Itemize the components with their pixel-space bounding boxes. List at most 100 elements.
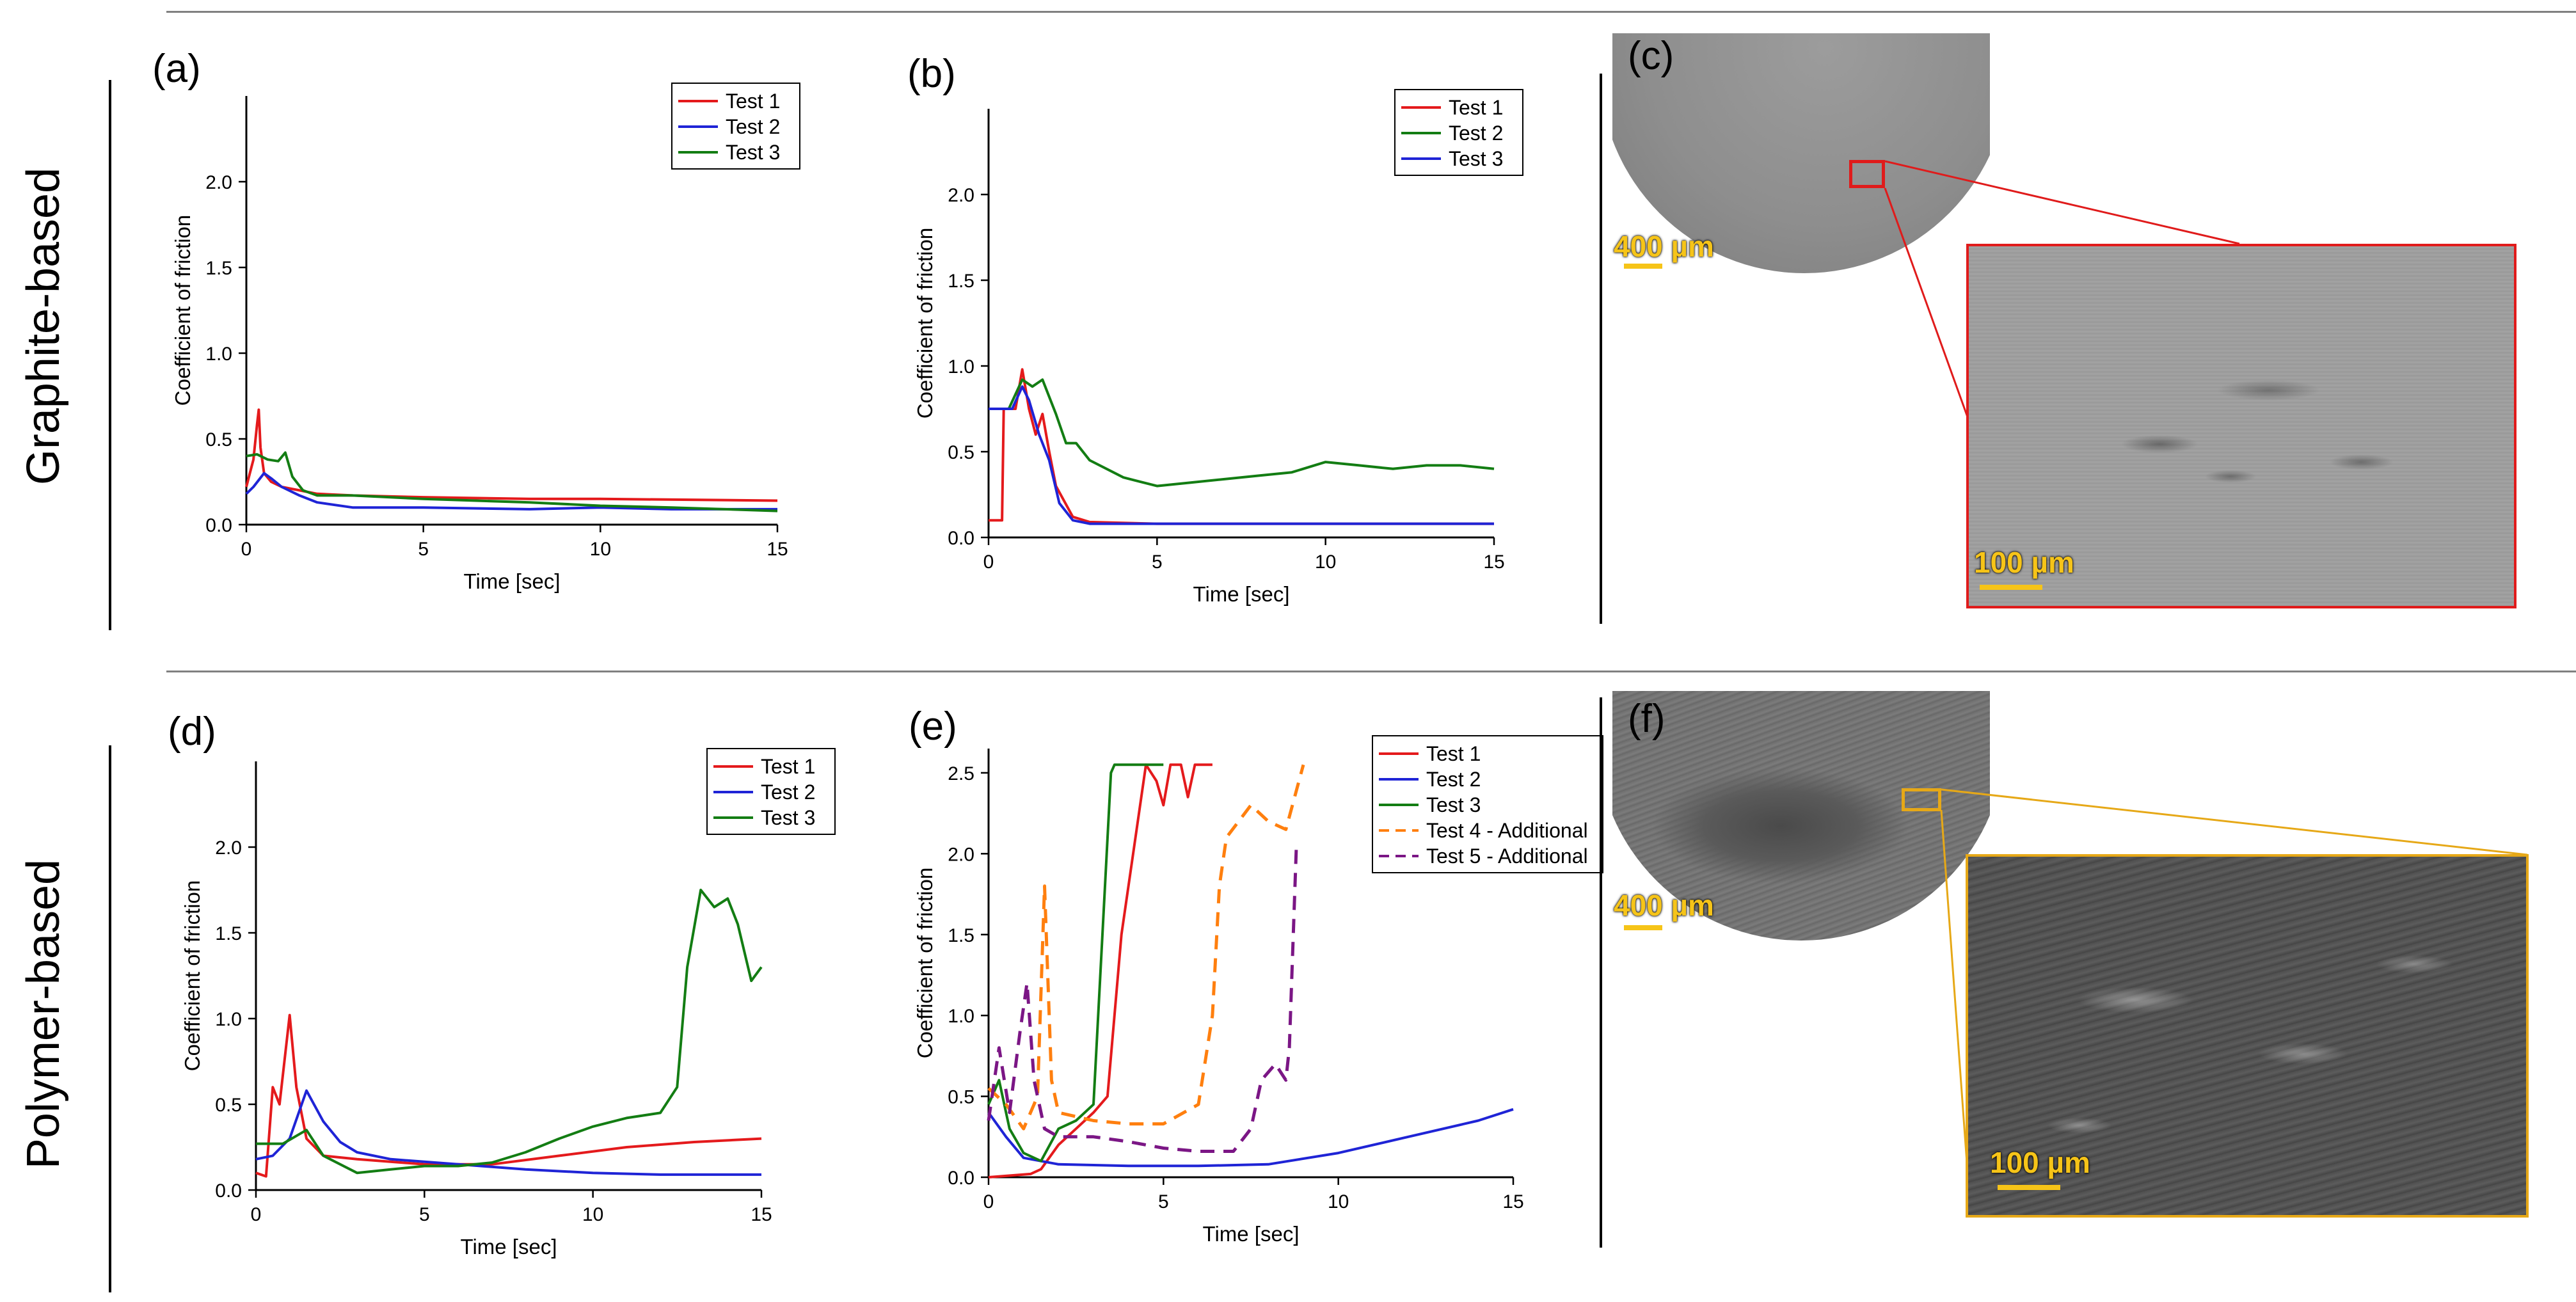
x-tick-label: 0 (251, 1204, 262, 1225)
scale-bar-overview-c (1624, 264, 1662, 269)
x-tick-label: 10 (582, 1204, 603, 1225)
panel-label-a: (a) (152, 47, 201, 91)
series-line-3 (987, 763, 1164, 1163)
chart-e: 0 5 10 15 0.0 0.5 1.0 1.5 2.0 2.5 Time [sec] Coeffi… (913, 735, 1603, 1246)
y-tick-label: 0.5 (215, 1095, 242, 1116)
y-tick-label: 1.0 (948, 356, 974, 377)
legend-label: Test 2 (1449, 122, 1503, 145)
y-tick-label: 1.0 (215, 1009, 242, 1030)
x-axis-label: Time [sec] (1203, 1222, 1300, 1246)
panel-label-d: (d) (168, 710, 216, 754)
scale-label-zoom-c: 100 µm (1974, 546, 2074, 579)
legend-label: Test 2 (761, 781, 815, 804)
legend-label: Test 4 - Additional (1426, 819, 1588, 842)
y-tick-label: 1.5 (215, 923, 242, 944)
x-axis-label: Time [sec] (464, 569, 561, 593)
x-tick-label: 15 (1483, 552, 1504, 573)
y-tick-label: 2.0 (948, 844, 974, 865)
scale-label-overview-c: 400 µm (1614, 230, 1714, 263)
x-tick-label: 0 (241, 539, 252, 560)
y-tick-label: 0.5 (948, 442, 974, 463)
series-line-3 (256, 889, 763, 1175)
series-line-3 (246, 451, 778, 512)
y-tick-label: 0.5 (205, 429, 232, 450)
row-bracket-graphite (109, 80, 111, 630)
series-line-5 (987, 845, 1298, 1153)
chart-a: 0 5 10 15 0.0 0.5 1.0 1.5 2.0 Time [sec] Coefficie… (171, 83, 800, 593)
series-line-1 (988, 763, 1212, 1179)
x-tick-label: 10 (1328, 1191, 1349, 1212)
series-line-3 (989, 385, 1494, 525)
y-axis-label: Coefficient of friction (913, 868, 937, 1058)
legend-label: Test 1 (1426, 742, 1481, 765)
y-tick-label: 0.0 (948, 528, 974, 549)
x-tick-label: 0 (983, 552, 994, 573)
x-tick-label: 15 (767, 539, 788, 560)
legend-label: Test 2 (726, 115, 780, 138)
scale-bar-zoom-c (1980, 585, 2042, 590)
x-tick-label: 5 (418, 539, 429, 560)
chart-b: 0 5 10 15 0.0 0.5 1.0 1.5 2.0 Time [sec] Coefficie… (913, 89, 1523, 606)
x-tick-label: 5 (419, 1204, 430, 1225)
y-tick-label: 1.5 (205, 258, 232, 279)
y-tick-label: 2.0 (215, 838, 242, 859)
y-tick-label: 2.0 (948, 185, 974, 206)
chart-d: 0 5 10 15 0.0 0.5 1.0 1.5 2.0 Time [sec] Coefficie… (180, 748, 836, 1258)
x-tick-label: 0 (983, 1191, 994, 1212)
zoom-region-box-f (1902, 788, 1941, 811)
sem-zoom-graphite (1966, 244, 2516, 608)
series-line-1 (245, 408, 778, 502)
y-tick-label: 2.0 (205, 172, 232, 193)
legend-label: Test 3 (761, 806, 815, 829)
x-tick-label: 15 (1502, 1191, 1523, 1212)
legend-label: Test 1 (1449, 96, 1503, 119)
panel-label-e: (e) (909, 704, 957, 749)
x-axis-label: Time [sec] (1193, 582, 1290, 606)
divider-f (1600, 697, 1602, 1248)
y-tick-label: 1.5 (948, 925, 974, 946)
legend-label: Test 5 - Additional (1426, 845, 1588, 868)
y-tick-label: 1.5 (948, 271, 974, 292)
series-line-2 (987, 1107, 1514, 1168)
legend-label: Test 3 (726, 141, 780, 164)
series-line-2 (989, 378, 1495, 488)
y-axis-label: Coefficient of friction (913, 228, 937, 418)
x-axis-label: Time [sec] (461, 1235, 557, 1258)
row-bracket-polymer (109, 745, 111, 1292)
legend-label: Test 1 (761, 755, 815, 778)
y-tick-label: 0.0 (948, 1168, 974, 1189)
zoom-region-box-c (1849, 160, 1885, 188)
y-tick-label: 0.0 (205, 515, 232, 536)
legend-label: Test 3 (1449, 147, 1503, 170)
scale-bar-zoom-f (1998, 1185, 2060, 1190)
y-tick-label: 1.0 (948, 1006, 974, 1027)
x-tick-label: 10 (590, 539, 611, 560)
legend-label: Test 3 (1426, 793, 1481, 816)
row-label-graphite: Graphite-based (18, 167, 69, 486)
y-tick-label: 0.5 (948, 1087, 974, 1108)
sem-zoom-polymer (1966, 854, 2529, 1218)
panel-label-b: (b) (907, 52, 956, 96)
y-tick-label: 1.0 (205, 344, 232, 365)
y-tick-label: 0.0 (215, 1180, 242, 1202)
sem-overview-polymer (1612, 691, 1990, 941)
x-tick-label: 10 (1315, 552, 1336, 573)
top-divider (166, 11, 2576, 13)
middle-divider (166, 671, 2576, 672)
panel-label-f: (f) (1628, 697, 1666, 741)
y-axis-label: Coefficient of friction (171, 215, 195, 406)
x-tick-label: 15 (751, 1204, 772, 1225)
panel-label-c: (c) (1628, 34, 1674, 78)
y-axis-label: Coefficient of friction (180, 880, 204, 1071)
scale-label-zoom-f: 100 µm (1990, 1146, 2090, 1179)
x-tick-label: 5 (1158, 1191, 1169, 1212)
series-line-2 (245, 472, 777, 511)
divider-c (1600, 74, 1602, 624)
y-tick-label: 2.5 (948, 763, 974, 784)
x-tick-label: 5 (1152, 552, 1163, 573)
legend-label: Test 2 (1426, 768, 1481, 791)
series-line-4 (987, 764, 1305, 1131)
row-label-polymer: Polymer-based (18, 859, 69, 1170)
series-line-1 (255, 1013, 762, 1178)
series-line-1 (989, 368, 1494, 525)
